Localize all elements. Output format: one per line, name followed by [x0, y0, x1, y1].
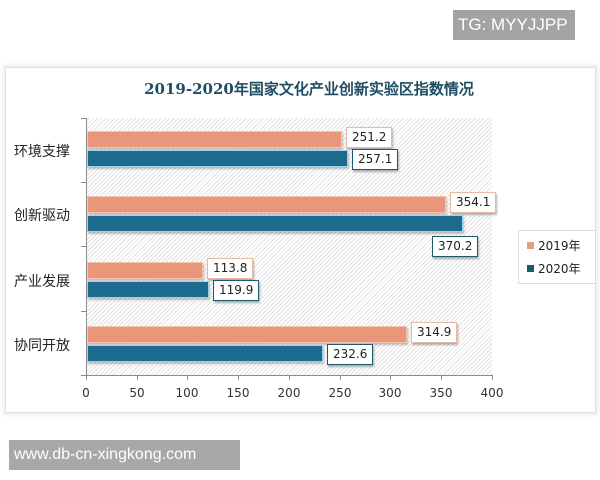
legend-swatch-2020 — [527, 265, 534, 272]
category-label: 环境支撑 — [14, 144, 70, 160]
legend-item-2019: 2019年 — [527, 237, 581, 254]
legend-swatch-2019 — [527, 242, 534, 249]
x-tick — [441, 375, 442, 380]
x-tick — [390, 375, 391, 380]
watermark-bottom: www.db-cn-xingkong.com — [9, 440, 240, 470]
x-tick — [238, 375, 239, 380]
data-label: 314.9 — [411, 322, 458, 343]
bar-2019 — [87, 262, 203, 279]
y-tick — [81, 246, 86, 247]
data-label: 257.1 — [352, 149, 399, 170]
category-label: 创新驱动 — [14, 208, 70, 224]
y-tick — [81, 118, 86, 119]
data-label: 119.9 — [213, 280, 260, 301]
x-tick-label: 100 — [175, 386, 199, 400]
legend: 2019年 2020年 — [518, 230, 596, 284]
x-tick-label: 150 — [226, 386, 250, 400]
y-tick — [81, 182, 86, 183]
x-tick-label: 350 — [429, 386, 453, 400]
y-axis — [86, 118, 87, 376]
x-tick-label: 50 — [129, 386, 145, 400]
y-tick — [81, 311, 86, 312]
bar-2020 — [87, 150, 348, 167]
x-tick — [289, 375, 290, 380]
bar-2020 — [87, 281, 209, 298]
data-label: 232.6 — [327, 344, 374, 365]
x-tick — [340, 375, 341, 380]
data-label: 354.1 — [450, 192, 497, 213]
data-label: 113.8 — [207, 258, 254, 279]
category-label: 产业发展 — [14, 274, 70, 290]
data-label: 251.2 — [346, 127, 393, 148]
x-tick-label: 0 — [82, 386, 90, 400]
legend-label: 2019年 — [538, 239, 581, 253]
x-tick — [137, 375, 138, 380]
bar-2019 — [87, 196, 446, 213]
bar-2019 — [87, 131, 342, 148]
legend-item-2020: 2020年 — [527, 260, 581, 277]
x-tick — [187, 375, 188, 380]
chart-title: 2019-2020年国家文化产业创新实验区指数情况 — [144, 80, 474, 98]
x-tick-label: 250 — [328, 386, 352, 400]
data-label: 370.2 — [432, 236, 479, 257]
x-tick — [86, 375, 87, 380]
y-tick — [81, 375, 86, 376]
bar-2020 — [87, 345, 323, 362]
x-tick-label: 400 — [480, 386, 504, 400]
x-tick — [492, 375, 493, 380]
x-tick-label: 300 — [378, 386, 402, 400]
watermark-top: TG: MYYJJPP — [453, 10, 575, 40]
bar-2019 — [87, 326, 407, 343]
x-tick-label: 200 — [277, 386, 301, 400]
bar-2020 — [87, 215, 463, 232]
category-label: 协同开放 — [14, 338, 70, 354]
legend-label: 2020年 — [538, 262, 581, 276]
